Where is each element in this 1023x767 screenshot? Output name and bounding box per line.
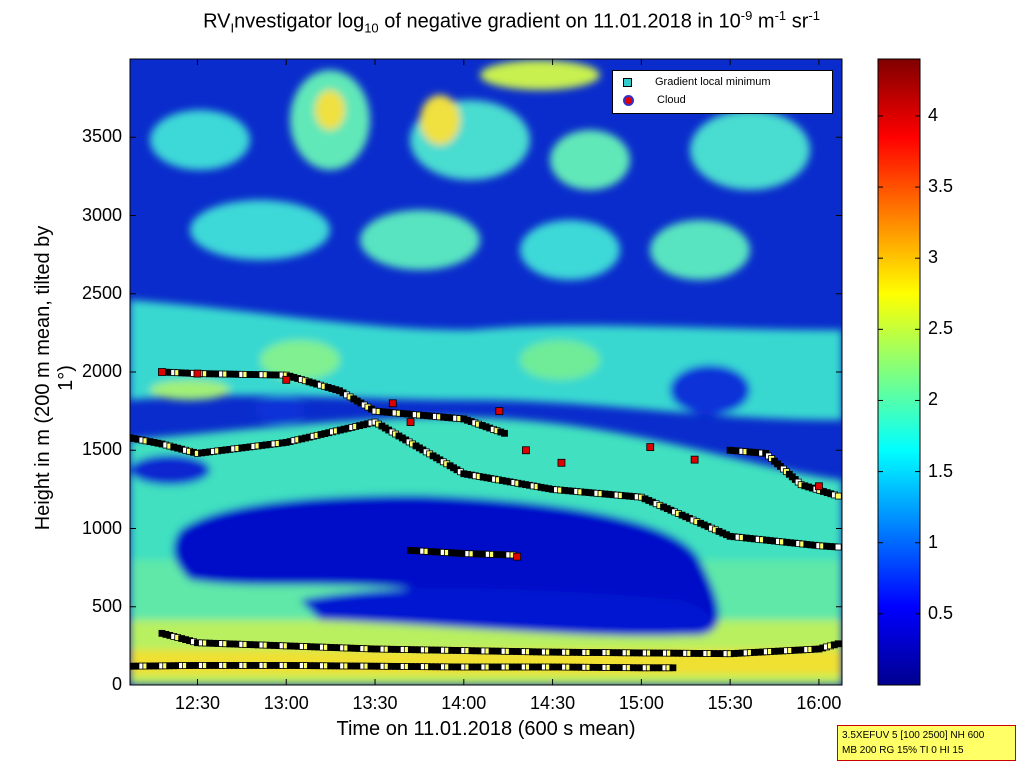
gradient-minimum-point [834, 492, 842, 500]
gradient-minimum-point [834, 543, 842, 551]
circle-marker-icon [623, 94, 634, 106]
y-tick-label: 500 [91, 595, 122, 616]
y-tick-label: 3500 [81, 126, 122, 147]
infobox-line: 3.5XEFUV 5 [100 2500] NH 600 [842, 730, 985, 741]
gradient-minimum-point [501, 429, 508, 437]
x-tick-label: 12:30 [174, 693, 220, 713]
cloud-point [158, 368, 166, 376]
square-marker-icon [623, 77, 632, 87]
y-tick-label: 2000 [81, 361, 122, 381]
x-tick-label: 16:00 [796, 693, 842, 713]
y-tick-label: 1500 [81, 439, 122, 460]
x-tick-label: 13:00 [263, 693, 309, 713]
legend: Gradient local minimum Cloud [612, 70, 833, 114]
cloud-point [522, 446, 530, 455]
legend-item: Cloud [623, 92, 686, 108]
x-tick-label: 15:30 [707, 693, 753, 713]
legend-label: Gradient local minimum [655, 76, 771, 88]
cloud-point [388, 399, 397, 408]
series-gradient-minimum [407, 547, 517, 559]
colorbar-tick-label: 4 [928, 104, 939, 125]
colorbar-tick-label: 1 [928, 531, 939, 552]
colorbar-tick-label: 3 [928, 247, 939, 268]
colorbar-tick-label: 0.5 [928, 602, 954, 623]
colorbar [877, 58, 921, 686]
x-tick-label: 15:00 [618, 693, 664, 713]
cloud-point [406, 418, 415, 426]
series-gradient-minimum [158, 629, 842, 658]
cloud-point [690, 455, 699, 464]
chart-title: RVInvestigator log10 of negative gradien… [203, 8, 820, 36]
y-tick-label: 0 [111, 674, 122, 694]
gradient-minimum-point [834, 640, 842, 648]
colorbar-tick-label: 3.5 [928, 176, 954, 197]
y-tick-label: 3000 [81, 204, 122, 225]
colorbar-tick-label: 2 [928, 389, 939, 410]
axis-ticks [130, 59, 842, 686]
cloud-point [193, 369, 202, 378]
cloud-point [646, 443, 655, 452]
x-tick-label: 14:00 [441, 693, 487, 713]
cloud-point [815, 482, 823, 491]
colorbar-ticks [878, 115, 920, 615]
cloud-point [557, 458, 566, 467]
colorbar-tick-label: 2.5 [928, 318, 954, 339]
colorbar-tick-label: 1.5 [928, 460, 954, 481]
infobox-line: MB 200 RG 15% TI 0 HI 15 [842, 745, 964, 756]
gradient-minimum-point [669, 664, 677, 672]
cloud-point [282, 375, 291, 384]
series-gradient-minimum [130, 418, 842, 551]
legend-label: Cloud [657, 94, 686, 106]
data-marks [130, 368, 842, 672]
y-tick-label: 1000 [81, 517, 122, 538]
y-tick-label: 2500 [81, 282, 122, 303]
legend-item: Gradient local minimum [623, 74, 771, 90]
x-axis-label: Time on 11.01.2018 (600 s mean) [336, 718, 636, 740]
x-tick-label: 13:30 [352, 693, 398, 713]
x-tick-label: 14:30 [530, 693, 576, 713]
series-gradient-minimum [130, 662, 677, 672]
cloud-point [495, 407, 504, 416]
cloud-point [513, 552, 521, 561]
parameter-infobox: 3.5XEFUV 5 [100 2500] NH 600 MB 200 RG 1… [837, 725, 1016, 761]
